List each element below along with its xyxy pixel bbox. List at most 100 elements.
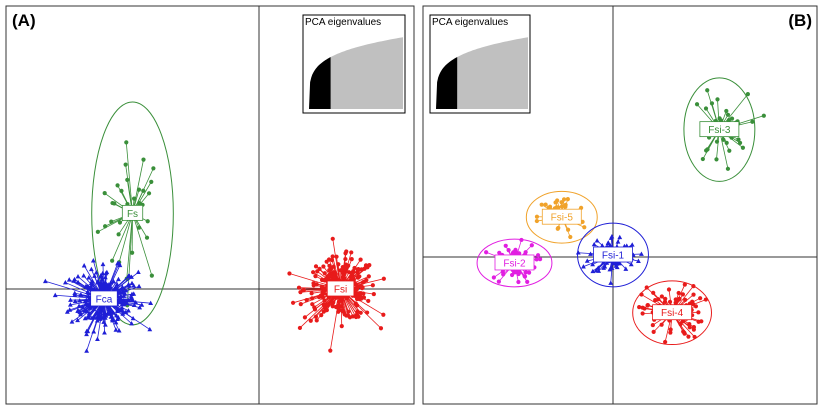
data-point bbox=[107, 283, 113, 288]
data-point bbox=[64, 309, 70, 314]
data-point bbox=[87, 303, 93, 308]
group-ellipse bbox=[683, 77, 756, 182]
eigenvalue-retained bbox=[309, 57, 331, 109]
data-point bbox=[119, 285, 125, 291]
data-point bbox=[116, 232, 121, 237]
data-point bbox=[149, 179, 154, 184]
data-point bbox=[129, 291, 135, 297]
data-point bbox=[86, 275, 92, 280]
series-fca: Fca bbox=[42, 258, 154, 353]
data-point bbox=[146, 191, 152, 196]
group-ellipse bbox=[476, 238, 553, 288]
data-point bbox=[513, 247, 518, 253]
data-point bbox=[596, 268, 602, 273]
data-point bbox=[126, 281, 131, 287]
data-point bbox=[313, 274, 318, 279]
data-point bbox=[608, 265, 614, 270]
data-point bbox=[93, 311, 99, 316]
data-point bbox=[509, 272, 515, 278]
data-point bbox=[313, 264, 319, 269]
data-point bbox=[365, 310, 370, 315]
data-point bbox=[617, 234, 623, 240]
data-point bbox=[703, 297, 708, 302]
series-fsi-5: Fsi-5 bbox=[525, 190, 598, 244]
data-point bbox=[339, 324, 344, 329]
data-point bbox=[645, 302, 650, 308]
data-point bbox=[115, 183, 120, 188]
data-point bbox=[98, 274, 104, 279]
data-point bbox=[590, 261, 596, 267]
data-point bbox=[355, 275, 361, 280]
data-point bbox=[76, 303, 82, 308]
data-point bbox=[709, 101, 715, 106]
data-point bbox=[370, 283, 375, 288]
series-fsi-1: Fsi-1 bbox=[575, 222, 649, 288]
data-point bbox=[123, 162, 128, 167]
data-point bbox=[120, 309, 126, 315]
data-point bbox=[553, 200, 558, 205]
data-point bbox=[608, 280, 614, 285]
data-point bbox=[534, 214, 540, 219]
data-point bbox=[129, 320, 134, 326]
data-point bbox=[85, 328, 91, 334]
data-point bbox=[330, 254, 335, 259]
data-point bbox=[131, 283, 137, 288]
data-point bbox=[110, 200, 115, 206]
data-point bbox=[561, 197, 567, 202]
data-point bbox=[72, 290, 78, 296]
data-point bbox=[110, 258, 115, 263]
data-point bbox=[605, 240, 611, 246]
data-point bbox=[534, 218, 539, 224]
data-point bbox=[371, 291, 376, 297]
group-ellipse bbox=[577, 222, 649, 288]
data-point bbox=[62, 279, 68, 285]
data-point bbox=[668, 330, 673, 335]
data-point bbox=[699, 319, 704, 324]
data-point bbox=[715, 97, 720, 102]
data-point bbox=[144, 235, 150, 240]
data-point bbox=[656, 297, 661, 302]
data-point bbox=[650, 322, 655, 328]
data-point bbox=[81, 263, 87, 268]
data-point bbox=[91, 286, 97, 292]
data-point bbox=[104, 269, 110, 275]
data-point bbox=[590, 268, 596, 274]
data-point bbox=[346, 263, 351, 268]
data-point bbox=[575, 250, 581, 255]
inset-title: PCA eigenvalues bbox=[305, 17, 381, 28]
data-point bbox=[358, 310, 363, 315]
data-point bbox=[86, 315, 91, 320]
data-point bbox=[582, 225, 587, 230]
data-point bbox=[497, 250, 502, 255]
data-point bbox=[682, 331, 687, 336]
data-point bbox=[114, 285, 120, 291]
data-point bbox=[362, 266, 367, 271]
data-point bbox=[136, 283, 142, 289]
inset-title: PCA eigenvalues bbox=[432, 17, 508, 28]
data-point bbox=[484, 250, 489, 255]
group-ellipse bbox=[632, 280, 712, 346]
data-point bbox=[725, 112, 731, 117]
data-point bbox=[83, 297, 89, 303]
data-point bbox=[724, 140, 729, 145]
spoke-line bbox=[132, 159, 144, 214]
data-point bbox=[72, 298, 78, 304]
data-point bbox=[653, 298, 658, 303]
data-point bbox=[296, 285, 302, 290]
data-point bbox=[88, 284, 94, 290]
group-label: Fs bbox=[127, 209, 138, 220]
data-point bbox=[42, 278, 48, 284]
data-point bbox=[516, 279, 521, 285]
data-point bbox=[68, 297, 73, 302]
data-point bbox=[503, 243, 508, 248]
data-point bbox=[673, 297, 678, 302]
data-point bbox=[103, 224, 108, 229]
data-point bbox=[667, 299, 673, 304]
data-point bbox=[122, 290, 128, 295]
data-point bbox=[563, 202, 568, 207]
series-fs: Fs bbox=[91, 101, 174, 326]
data-point bbox=[698, 296, 703, 301]
data-point bbox=[682, 282, 687, 287]
data-point bbox=[97, 316, 103, 321]
data-point bbox=[84, 348, 90, 353]
